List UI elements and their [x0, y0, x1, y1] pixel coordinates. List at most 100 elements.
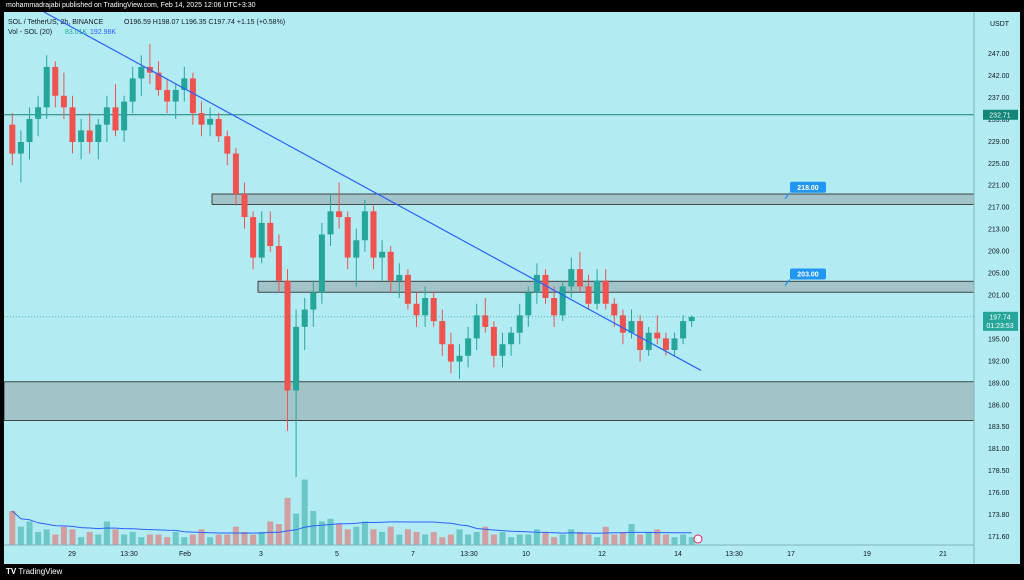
candle-body — [95, 124, 102, 142]
candle — [516, 303, 523, 345]
candle-body — [121, 101, 128, 131]
candle — [327, 194, 334, 246]
candle — [121, 95, 128, 142]
volume-bar — [439, 537, 446, 545]
x-tick-label: 21 — [939, 551, 947, 558]
candle — [611, 298, 618, 327]
volume-bar — [275, 524, 282, 545]
candle — [275, 234, 282, 293]
candle-body — [198, 113, 205, 125]
y-tick-label: 217.00 — [988, 205, 1010, 212]
candle-body — [78, 130, 85, 142]
brand-name: TradingView — [18, 567, 63, 576]
candle-body — [241, 194, 248, 218]
y-tick-label: 247.00 — [988, 51, 1010, 58]
volume-bar — [310, 511, 317, 545]
y-tick-label: 195.00 — [988, 336, 1010, 343]
volume-bar — [542, 531, 549, 545]
candle — [671, 332, 678, 356]
x-tick-label: 12 — [598, 551, 606, 558]
candle — [26, 107, 33, 160]
volume-bar — [146, 534, 153, 545]
candle — [680, 315, 687, 345]
y-tick-label: 221.00 — [988, 183, 1010, 190]
candle-body — [215, 118, 222, 137]
sr-zone — [211, 193, 975, 205]
candle-body — [69, 107, 76, 142]
resistance-price-tag — [983, 109, 1018, 120]
annotation-box — [790, 181, 826, 193]
candle-body — [207, 118, 214, 125]
legend-ohlc: O196.59 H198.07 L196.35 C197.74 +1.15 (+… — [124, 19, 285, 26]
volume-bar — [516, 534, 523, 545]
volume-bar — [9, 511, 16, 545]
candle-body — [533, 274, 540, 293]
candle-body — [387, 251, 394, 281]
candle — [35, 95, 42, 137]
candle-body — [258, 222, 265, 258]
candle-body — [482, 315, 489, 327]
volume-bar — [387, 526, 394, 545]
candle — [189, 72, 196, 125]
publish-line: mohammadrajabi published on TradingView.… — [6, 2, 256, 9]
y-tick-label: 242.00 — [988, 73, 1010, 80]
volume-bar — [594, 537, 601, 545]
volume-bar — [284, 497, 291, 545]
volume-bar — [112, 529, 119, 545]
volume-bar — [645, 531, 652, 545]
volume-bar — [447, 534, 454, 545]
resistance-price-label: 232.71 — [989, 112, 1011, 119]
volume-bar — [215, 534, 222, 545]
volume-bar — [69, 529, 76, 545]
candle — [361, 199, 368, 252]
candle-body — [250, 217, 257, 258]
volume-bar — [559, 534, 566, 545]
candle — [422, 286, 429, 327]
candle — [447, 332, 454, 374]
volume-bar — [86, 531, 93, 545]
candle-body — [542, 274, 549, 298]
candle-body — [138, 66, 145, 79]
y-tick-label: 176.00 — [988, 490, 1010, 497]
chart-frame: 218.00 203.00 247.00 242.00 237.00 233.00 229… — [3, 11, 1020, 564]
y-tick-label: 173.80 — [988, 512, 1010, 519]
countdown-label: 01:23:53 — [986, 323, 1013, 330]
candle-body — [361, 211, 368, 241]
candle-body — [155, 72, 162, 90]
candle-body — [129, 78, 136, 102]
volume-bar — [456, 529, 463, 545]
candle — [456, 344, 463, 379]
candle-body — [568, 269, 575, 287]
candle-body — [637, 321, 644, 350]
annotation-pointer — [784, 279, 791, 286]
candle — [551, 286, 558, 327]
candle — [224, 130, 231, 166]
candle — [602, 269, 609, 310]
candle-body — [585, 286, 592, 304]
volume-bar — [26, 521, 33, 545]
volume-bar — [95, 534, 102, 545]
candle — [396, 263, 403, 298]
candle — [17, 130, 24, 183]
volume-bar — [551, 537, 558, 545]
volume-bar — [508, 537, 515, 545]
candle-body — [456, 355, 463, 362]
candle-body — [404, 274, 411, 304]
chart-svg[interactable]: 218.00 203.00 247.00 242.00 237.00 233.00 229… — [3, 11, 1020, 564]
volume-bar — [568, 529, 575, 545]
y-tick-label: 209.00 — [988, 249, 1010, 256]
y-tick-label: 178.50 — [988, 468, 1010, 475]
candle-body — [267, 222, 274, 246]
x-tick-label: 10 — [522, 551, 530, 558]
y-tick-label: 186.00 — [988, 402, 1010, 409]
candle — [172, 84, 179, 119]
candle — [430, 292, 437, 327]
candle-body — [336, 211, 343, 218]
candle-body — [86, 130, 93, 142]
candle-body — [318, 234, 325, 293]
candle-body — [353, 240, 360, 258]
candle-body — [473, 315, 480, 339]
legend-vol-value-2: 192.98K — [90, 29, 116, 36]
candle-body — [447, 344, 454, 362]
volume-bar — [232, 526, 239, 545]
